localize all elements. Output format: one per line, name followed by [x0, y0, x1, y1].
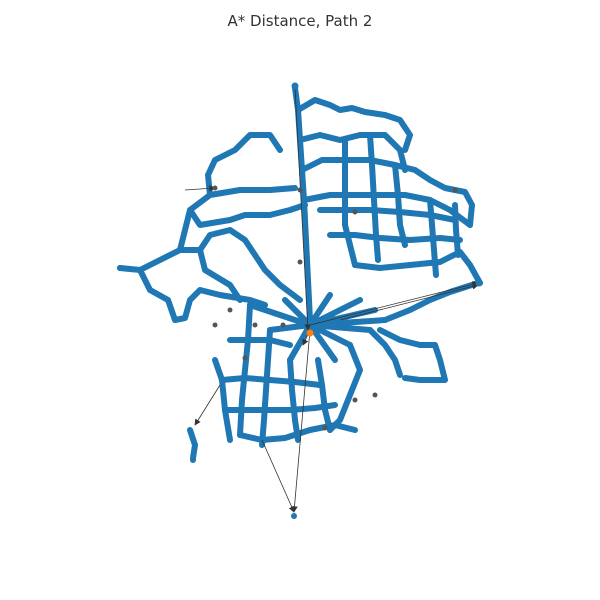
edge-sw-grid-7	[237, 422, 358, 443]
arrow-edge-southwest	[194, 384, 221, 426]
edge-sw-grid-4	[227, 337, 293, 348]
edge-east-connector	[382, 280, 481, 323]
edge-north-spine-3	[297, 132, 408, 173]
path-marker	[372, 392, 378, 398]
edge-north-spine-4	[299, 157, 475, 228]
arrow-edge-northeast	[309, 281, 479, 326]
edge-ne-grid-5	[327, 232, 463, 243]
edge-sw-grid-3	[287, 357, 301, 443]
edge-southeast-2	[367, 327, 403, 378]
path-marker	[352, 397, 358, 403]
edge-north-spine-1	[292, 85, 313, 323]
edge-ne-grid-2	[367, 132, 381, 263]
edge-ne-grid-4	[317, 207, 458, 223]
path-marker	[252, 322, 258, 328]
path-marker	[322, 425, 328, 431]
node-south-end	[291, 513, 297, 519]
path-marker	[297, 259, 303, 265]
figure-title: A* Distance, Path 2	[227, 12, 373, 30]
path-marker	[352, 209, 358, 215]
edge-ne-grid-6	[352, 249, 483, 286]
path-markers	[212, 185, 458, 431]
edge-east-loop	[377, 327, 448, 383]
path-edges	[184, 87, 479, 513]
path-marker	[242, 355, 248, 361]
edge-west-branch-1	[117, 265, 268, 323]
edge-west-branch-5	[187, 202, 308, 228]
endpoint-nodes	[117, 82, 483, 519]
edge-west-branch-6	[197, 247, 243, 303]
node-east-end	[475, 279, 483, 287]
path-marker	[297, 187, 303, 193]
edge-west-branch-4	[205, 132, 283, 198]
node-west-end	[117, 265, 123, 271]
path-marker	[452, 187, 458, 193]
edge-sw-grid-2	[237, 302, 253, 438]
edge-sw-grid-9	[315, 357, 333, 433]
edge-west-branch-3	[177, 227, 303, 303]
node-north-end	[291, 82, 299, 90]
path-marker	[280, 322, 286, 328]
edge-ne-grid-8	[452, 202, 461, 258]
arrow-edge-east	[339, 283, 479, 321]
path-marker	[212, 322, 218, 328]
road-network	[117, 85, 483, 461]
arrow-edge-west	[184, 185, 216, 192]
path-marker	[227, 307, 233, 313]
node-sw-end	[190, 457, 196, 463]
edge-sw-west-stub	[187, 427, 198, 461]
edge-sw-grid-1	[259, 327, 273, 448]
edge-north-spine-2	[295, 97, 413, 153]
hub-node-highlight	[306, 329, 314, 337]
edge-ne-grid-7	[427, 197, 439, 278]
edge-sw-grid-8	[212, 357, 233, 443]
arrow-edge-south	[291, 329, 311, 513]
edge-ne-grid-3	[392, 162, 408, 248]
arrow-edge-south-2	[261, 439, 295, 513]
edge-west-branch-2	[137, 185, 298, 273]
edge-north-spine-5	[301, 192, 473, 228]
edge-sw-grid-6	[222, 402, 338, 413]
edge-hub-spokes	[247, 292, 388, 363]
arrow-edge-north	[294, 87, 311, 331]
edge-sw-grid-5	[219, 375, 323, 388]
path-marker	[212, 185, 218, 191]
